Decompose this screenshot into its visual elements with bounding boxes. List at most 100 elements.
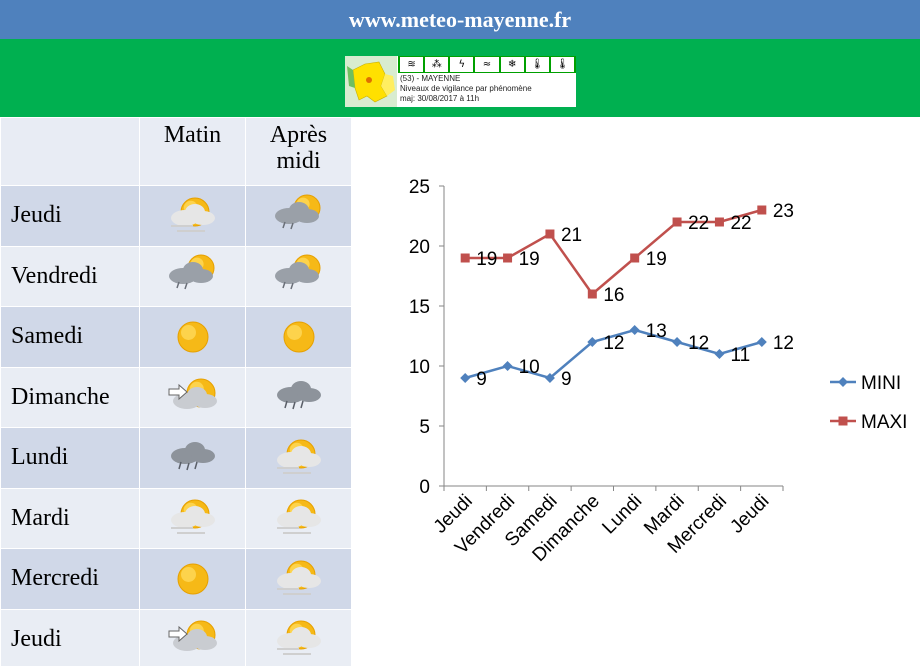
data-point-mini <box>502 361 513 371</box>
y-tick-label: 0 <box>419 477 430 498</box>
morning-weather <box>139 608 246 666</box>
data-label-mini: 13 <box>646 321 667 342</box>
data-label-mini: 11 <box>730 345 750 366</box>
data-point-maxi <box>757 205 767 215</box>
data-label-mini: 9 <box>561 369 572 390</box>
day-name: Mercredi <box>0 548 140 610</box>
sun-cloud-fog-icon <box>170 197 215 232</box>
afternoon-weather <box>245 306 352 368</box>
sun-icon <box>283 321 314 353</box>
series-line-mini <box>464 328 763 380</box>
y-tick-label: 25 <box>409 177 430 198</box>
wind-icon: ≋ <box>400 57 424 72</box>
table-row: Jeudi <box>0 608 352 666</box>
data-point-maxi <box>714 217 724 227</box>
legend-label-mini: MINI <box>861 373 901 394</box>
vigilance-box[interactable]: ≋ ⁂ ϟ ≈ ❄ 🌡 🌡 (53) - MAYENNE Niveaux de … <box>345 56 576 107</box>
wind-sun-cloud-icon <box>168 378 217 410</box>
x-tick-label: Lundi <box>598 491 646 539</box>
y-tick-label: 15 <box>409 297 430 318</box>
day-name: Jeudi <box>0 185 140 247</box>
data-point-maxi <box>587 289 597 299</box>
y-tick-label: 5 <box>419 417 430 438</box>
wind-sun-cloud-icon <box>168 620 217 652</box>
header-empty <box>0 117 140 186</box>
data-label-mini: 10 <box>519 357 540 378</box>
sun-cloud-fog-icon <box>276 499 321 535</box>
day-name: Lundi <box>0 427 140 489</box>
data-point-maxi <box>545 229 555 239</box>
legend-marker-maxi <box>838 416 848 426</box>
sun-cloud-fog-icon <box>276 439 321 474</box>
data-point-mini <box>629 325 640 335</box>
data-point-mini <box>672 337 683 347</box>
data-point-maxi <box>630 253 640 263</box>
header-afternoon: Après midi <box>245 117 352 186</box>
data-label-maxi: 16 <box>603 285 624 306</box>
afternoon-weather <box>245 427 352 489</box>
morning-weather <box>139 306 246 368</box>
site-header: www.meteo-mayenne.fr <box>0 0 920 39</box>
data-label-mini: 12 <box>603 333 624 354</box>
data-label-mini: 12 <box>773 333 794 354</box>
table-row: Mercredi <box>0 548 352 610</box>
x-tick-label: Jeudi <box>726 491 773 538</box>
vigilance-updated: maj: 30/08/2017 à 11h <box>400 94 480 103</box>
cold-icon: 🌡 <box>550 57 574 72</box>
afternoon-weather <box>245 185 352 247</box>
mayenne-map-icon <box>345 56 397 107</box>
rain-cloud-icon <box>170 441 215 470</box>
sun-icon <box>177 563 208 595</box>
morning-weather <box>139 548 246 610</box>
table-row: Lundi <box>0 427 352 489</box>
y-tick-label: 10 <box>409 357 430 378</box>
day-name: Mardi <box>0 487 140 549</box>
sun-cloud-rain-icon <box>168 254 214 290</box>
data-point-mini <box>544 373 555 383</box>
site-title: www.meteo-mayenne.fr <box>348 7 572 32</box>
morning-weather <box>139 366 246 428</box>
rain-icon: ⁂ <box>425 57 449 72</box>
afternoon-weather <box>245 487 352 549</box>
morning-weather <box>139 185 246 247</box>
sun-cloud-rain-icon <box>274 254 320 290</box>
storm-icon: ϟ <box>450 57 474 72</box>
morning-weather <box>139 245 246 307</box>
afternoon-weather <box>245 608 352 666</box>
afternoon-weather <box>245 548 352 610</box>
data-point-mini <box>756 337 767 347</box>
temperature-chart: 0510152025JeudiVendrediSamediDimancheLun… <box>409 177 908 566</box>
sun-cloud-rain-icon <box>274 194 320 229</box>
data-point-mini <box>460 373 471 383</box>
data-label-maxi: 19 <box>476 249 497 270</box>
morning-weather <box>139 427 246 489</box>
day-name: Samedi <box>0 306 140 368</box>
day-name: Jeudi <box>0 608 140 666</box>
data-label-maxi: 22 <box>730 213 751 234</box>
vigilance-icons: ≋ ⁂ ϟ ≈ ❄ 🌡 🌡 <box>398 56 576 73</box>
data-label-maxi: 19 <box>646 249 667 270</box>
afternoon-weather <box>245 245 352 307</box>
afternoon-weather <box>245 366 352 428</box>
day-name: Dimanche <box>0 366 140 428</box>
day-name: Vendredi <box>0 245 140 307</box>
legend-label-maxi: MAXI <box>861 412 907 433</box>
rain-cloud-icon <box>276 381 321 410</box>
morning-weather <box>139 487 246 549</box>
heat-icon: 🌡 <box>525 57 549 72</box>
series-line-maxi <box>465 208 763 296</box>
data-label-mini: 12 <box>688 333 709 354</box>
data-label-mini: 9 <box>476 369 487 390</box>
table-row: Samedi <box>0 306 352 368</box>
data-label-maxi: 22 <box>688 213 709 234</box>
data-point-mini <box>714 349 725 359</box>
data-point-maxi <box>460 253 470 263</box>
data-point-maxi <box>503 253 513 263</box>
data-point-maxi <box>672 217 682 227</box>
data-label-maxi: 21 <box>561 225 582 246</box>
vigilance-department: (53) - MAYENNE <box>400 74 461 83</box>
legend-marker-mini <box>838 377 848 387</box>
snow-icon: ❄ <box>500 57 524 72</box>
flood-icon: ≈ <box>475 57 499 72</box>
vigilance-subtitle: Niveaux de vigilance par phénomène <box>400 84 532 93</box>
